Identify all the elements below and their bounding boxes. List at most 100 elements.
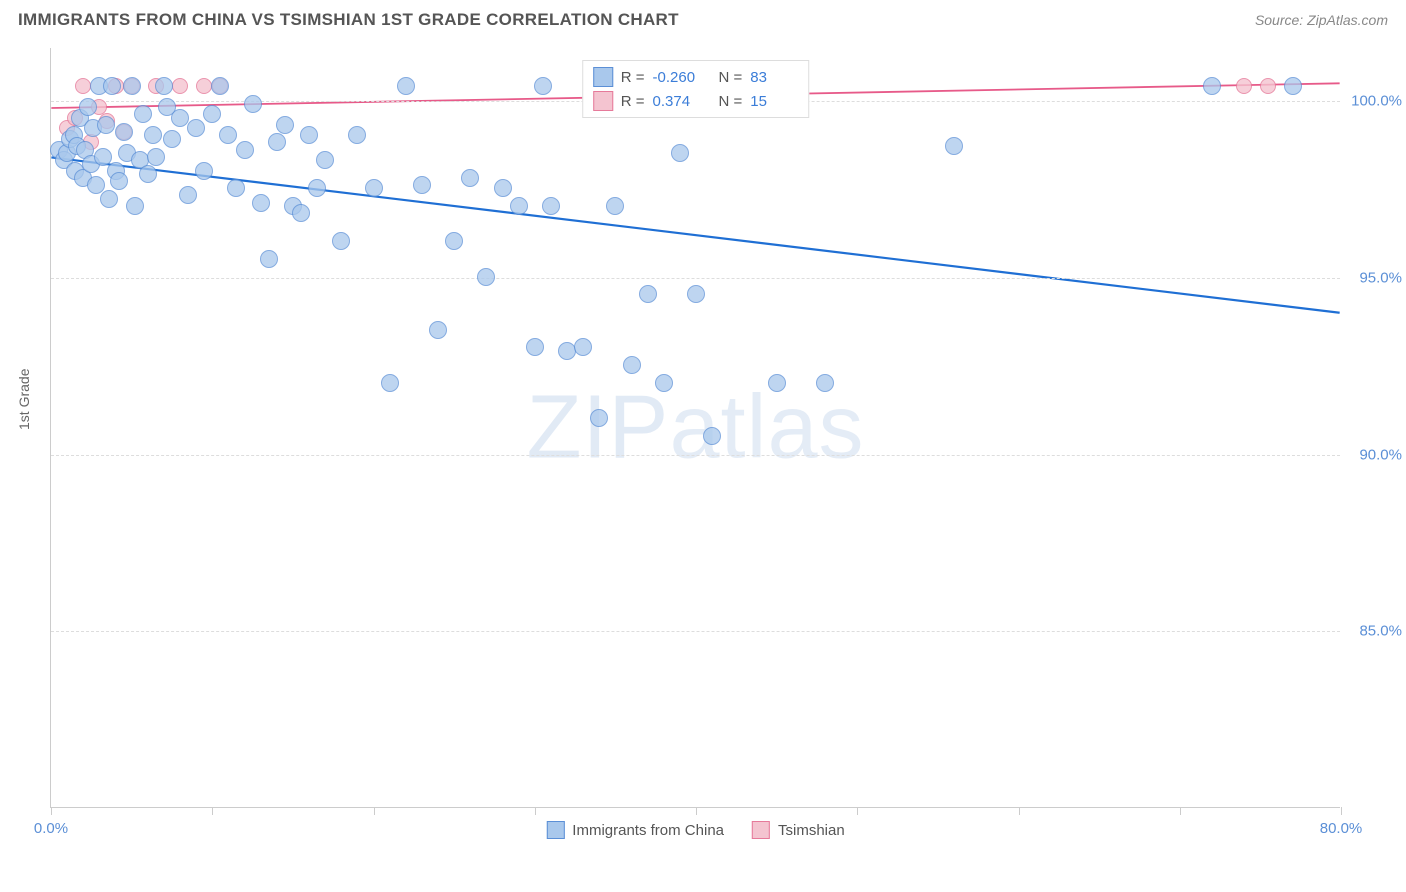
scatter-point-china: [534, 77, 552, 95]
stats-row-tsimshian: R = 0.374 N = 15: [593, 89, 799, 113]
scatter-point-china: [671, 144, 689, 162]
scatter-point-china: [510, 197, 528, 215]
legend-swatch-tsimshian: [752, 821, 770, 839]
x-tick: [51, 807, 52, 815]
y-tick-label: 85.0%: [1359, 623, 1402, 640]
scatter-point-china: [606, 197, 624, 215]
grid-line: [51, 278, 1340, 279]
y-axis-label: 1st Grade: [16, 369, 32, 430]
scatter-point-china: [945, 137, 963, 155]
grid-line: [51, 631, 1340, 632]
scatter-point-china: [816, 374, 834, 392]
scatter-point-china: [97, 116, 115, 134]
scatter-point-china: [526, 338, 544, 356]
scatter-point-china: [171, 109, 189, 127]
x-tick-label: 0.0%: [34, 820, 68, 837]
scatter-point-china: [703, 427, 721, 445]
scatter-point-china: [590, 409, 608, 427]
legend-item-tsimshian: Tsimshian: [752, 821, 845, 839]
scatter-point-china: [115, 123, 133, 141]
scatter-point-china: [236, 141, 254, 159]
scatter-point-china: [103, 77, 121, 95]
scatter-point-china: [244, 95, 262, 113]
stats-swatch-china: [593, 67, 613, 87]
grid-line: [51, 455, 1340, 456]
scatter-point-china: [147, 148, 165, 166]
scatter-point-china: [126, 197, 144, 215]
scatter-point-china: [110, 172, 128, 190]
scatter-point-china: [1203, 77, 1221, 95]
legend-swatch-china: [546, 821, 564, 839]
scatter-point-china: [79, 98, 97, 116]
scatter-point-china: [768, 374, 786, 392]
x-tick: [374, 807, 375, 815]
scatter-point-china: [179, 186, 197, 204]
trend-lines: [51, 48, 1340, 807]
scatter-point-tsimshian: [75, 78, 91, 94]
plot-area: ZIPatlas R = -0.260 N = 83 R = 0.374 N =…: [50, 48, 1340, 808]
scatter-point-china: [477, 268, 495, 286]
scatter-point-china: [252, 194, 270, 212]
scatter-point-china: [308, 179, 326, 197]
scatter-point-china: [397, 77, 415, 95]
scatter-point-china: [381, 374, 399, 392]
scatter-point-tsimshian: [1236, 78, 1252, 94]
scatter-point-china: [227, 179, 245, 197]
scatter-point-china: [365, 179, 383, 197]
scatter-point-china: [163, 130, 181, 148]
scatter-point-tsimshian: [172, 78, 188, 94]
watermark: ZIPatlas: [526, 376, 864, 479]
scatter-point-china: [144, 126, 162, 144]
scatter-point-china: [203, 105, 221, 123]
scatter-point-china: [558, 342, 576, 360]
scatter-point-china: [687, 285, 705, 303]
scatter-point-china: [300, 126, 318, 144]
chart-title: IMMIGRANTS FROM CHINA VS TSIMSHIAN 1ST G…: [18, 10, 679, 30]
x-tick: [696, 807, 697, 815]
scatter-point-china: [155, 77, 173, 95]
stats-swatch-tsimshian: [593, 91, 613, 111]
scatter-point-china: [292, 204, 310, 222]
scatter-point-china: [100, 190, 118, 208]
x-tick: [857, 807, 858, 815]
x-tick: [535, 807, 536, 815]
scatter-point-china: [276, 116, 294, 134]
scatter-point-china: [639, 285, 657, 303]
scatter-point-china: [542, 197, 560, 215]
legend-item-china: Immigrants from China: [546, 821, 724, 839]
legend-label: Tsimshian: [778, 822, 845, 839]
x-tick: [1180, 807, 1181, 815]
scatter-point-china: [187, 119, 205, 137]
scatter-point-china: [429, 321, 447, 339]
scatter-point-china: [348, 126, 366, 144]
scatter-point-china: [260, 250, 278, 268]
scatter-point-china: [413, 176, 431, 194]
chart-source: Source: ZipAtlas.com: [1255, 12, 1388, 28]
scatter-point-china: [574, 338, 592, 356]
legend-label: Immigrants from China: [572, 822, 724, 839]
y-tick-label: 90.0%: [1359, 446, 1402, 463]
legend: Immigrants from China Tsimshian: [546, 821, 844, 839]
scatter-point-china: [211, 77, 229, 95]
scatter-point-china: [195, 162, 213, 180]
scatter-point-tsimshian: [1260, 78, 1276, 94]
stats-box: R = -0.260 N = 83 R = 0.374 N = 15: [582, 60, 810, 118]
scatter-point-china: [1284, 77, 1302, 95]
x-tick-label: 80.0%: [1320, 820, 1363, 837]
scatter-point-china: [655, 374, 673, 392]
scatter-point-china: [139, 165, 157, 183]
x-tick: [1341, 807, 1342, 815]
stats-row-china: R = -0.260 N = 83: [593, 65, 799, 89]
scatter-point-china: [623, 356, 641, 374]
chart-header: IMMIGRANTS FROM CHINA VS TSIMSHIAN 1ST G…: [0, 0, 1406, 38]
scatter-point-china: [123, 77, 141, 95]
scatter-point-china: [461, 169, 479, 187]
scatter-point-china: [445, 232, 463, 250]
scatter-point-china: [219, 126, 237, 144]
y-tick-label: 95.0%: [1359, 269, 1402, 286]
scatter-point-china: [494, 179, 512, 197]
scatter-point-china: [134, 105, 152, 123]
scatter-point-china: [332, 232, 350, 250]
scatter-point-china: [316, 151, 334, 169]
y-tick-label: 100.0%: [1351, 93, 1402, 110]
